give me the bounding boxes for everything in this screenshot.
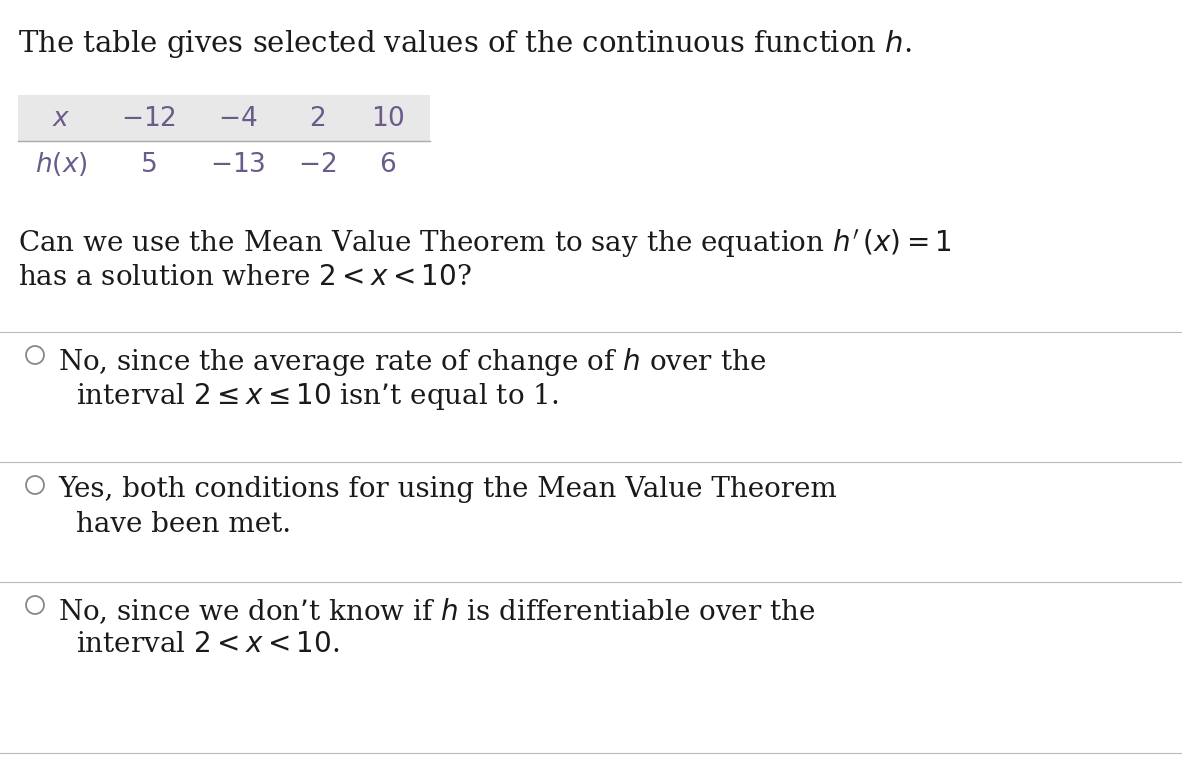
Text: interval $2 < x < 10$.: interval $2 < x < 10$.	[76, 631, 339, 658]
Text: $6$: $6$	[379, 151, 396, 177]
Text: Yes, both conditions for using the Mean Value Theorem: Yes, both conditions for using the Mean …	[58, 476, 837, 503]
Text: $-13$: $-13$	[209, 151, 265, 177]
Text: have been met.: have been met.	[76, 511, 291, 538]
Text: No, since we don’t know if $h$ is differentiable over the: No, since we don’t know if $h$ is differ…	[58, 596, 816, 626]
Bar	[18, 95, 430, 141]
Text: $-4$: $-4$	[217, 105, 258, 131]
Text: $10$: $10$	[371, 105, 404, 131]
Text: interval $2 \leq x \leq 10$ isn’t equal to 1.: interval $2 \leq x \leq 10$ isn’t equal …	[76, 381, 559, 412]
Text: The table gives selected values of the continuous function $h$.: The table gives selected values of the c…	[18, 28, 911, 60]
Text: $-2$: $-2$	[298, 151, 337, 177]
Text: $x$: $x$	[52, 105, 71, 131]
Text: $h(x)$: $h(x)$	[35, 150, 87, 178]
Text: $-12$: $-12$	[121, 105, 176, 131]
Text: $5$: $5$	[141, 151, 157, 177]
Text: has a solution where $2 < x < 10$?: has a solution where $2 < x < 10$?	[18, 264, 472, 291]
Text: $2$: $2$	[310, 105, 325, 131]
Text: Can we use the Mean Value Theorem to say the equation $h'\,(x) = 1$: Can we use the Mean Value Theorem to say…	[18, 228, 952, 260]
Text: No, since the average rate of change of $h$ over the: No, since the average rate of change of …	[58, 346, 766, 378]
